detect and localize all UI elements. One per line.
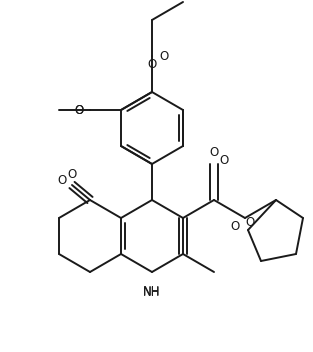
Text: O: O [219, 153, 228, 166]
Text: O: O [245, 215, 254, 228]
Text: O: O [159, 50, 169, 63]
Text: O: O [74, 103, 84, 117]
Text: NH: NH [143, 286, 161, 299]
Text: O: O [57, 175, 67, 188]
Text: O: O [209, 145, 218, 158]
Text: NH: NH [143, 285, 161, 298]
Text: O: O [147, 58, 156, 71]
Text: O: O [67, 169, 77, 182]
Text: O: O [230, 220, 240, 233]
Text: O: O [74, 103, 84, 117]
